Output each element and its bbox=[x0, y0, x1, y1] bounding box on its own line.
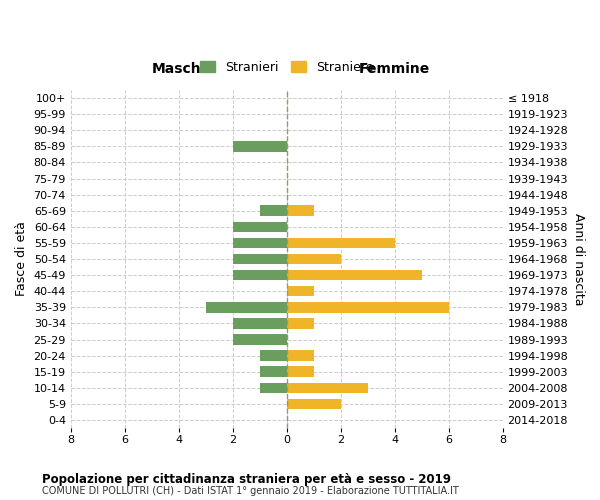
Bar bbox=[233, 318, 287, 328]
Bar bbox=[287, 238, 395, 248]
Legend: Stranieri, Straniere: Stranieri, Straniere bbox=[195, 56, 379, 78]
Bar bbox=[287, 206, 314, 216]
Bar bbox=[233, 270, 287, 280]
Bar bbox=[287, 270, 422, 280]
Bar bbox=[287, 398, 341, 409]
Bar bbox=[260, 350, 287, 361]
Bar bbox=[260, 382, 287, 393]
Text: Maschi: Maschi bbox=[152, 62, 206, 76]
Bar bbox=[233, 222, 287, 232]
Text: COMUNE DI POLLUTRI (CH) - Dati ISTAT 1° gennaio 2019 - Elaborazione TUTTITALIA.I: COMUNE DI POLLUTRI (CH) - Dati ISTAT 1° … bbox=[42, 486, 459, 496]
Text: Popolazione per cittadinanza straniera per età e sesso - 2019: Popolazione per cittadinanza straniera p… bbox=[42, 472, 451, 486]
Bar bbox=[287, 254, 341, 264]
Bar bbox=[260, 366, 287, 377]
Bar bbox=[287, 366, 314, 377]
Bar bbox=[233, 334, 287, 344]
Bar bbox=[206, 302, 287, 312]
Bar bbox=[233, 141, 287, 152]
Y-axis label: Fasce di età: Fasce di età bbox=[15, 222, 28, 296]
Bar bbox=[233, 254, 287, 264]
Bar bbox=[287, 382, 368, 393]
Text: Femmine: Femmine bbox=[359, 62, 430, 76]
Bar bbox=[287, 302, 449, 312]
Bar bbox=[287, 318, 314, 328]
Bar bbox=[287, 350, 314, 361]
Y-axis label: Anni di nascita: Anni di nascita bbox=[572, 213, 585, 306]
Bar bbox=[233, 238, 287, 248]
Bar bbox=[260, 206, 287, 216]
Bar bbox=[287, 286, 314, 296]
